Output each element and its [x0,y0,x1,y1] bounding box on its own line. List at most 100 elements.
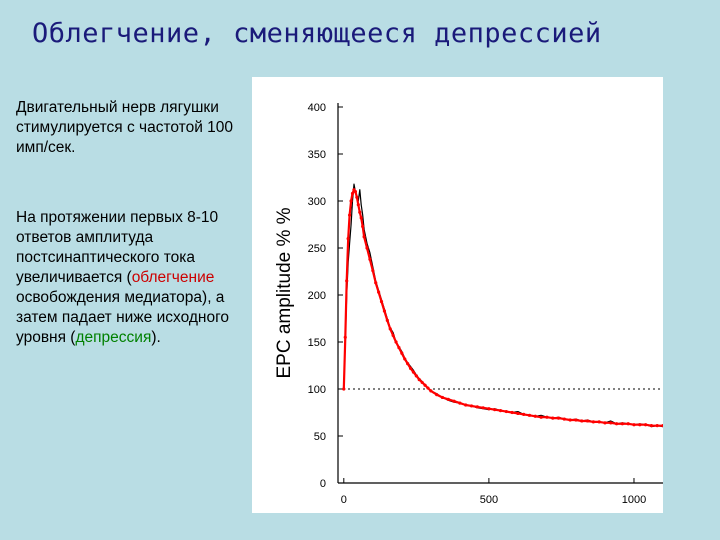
series-point [574,418,578,422]
series-point [423,383,427,387]
series-point [632,423,636,427]
series-point [562,417,566,421]
series-point [345,279,349,283]
series-point [400,351,404,355]
series-point [649,424,653,428]
series-point [580,419,584,423]
description-paragraph-2: На протяжении первых 8-10 ответов амплит… [16,208,252,348]
series-point [620,422,624,426]
series-point [349,199,353,203]
series-point [475,405,479,409]
chart-figure: 0 50 100 150 200 250 300 350 400 0 500 1000 EPC amp… [252,77,663,513]
series-point [556,416,561,420]
series-point [371,268,375,273]
series-point [362,235,366,239]
series-point [626,422,630,426]
series-point [358,210,362,214]
y-tick-label: 250 [308,243,326,255]
series-point [638,423,642,427]
paragraph-text-after: ). [151,329,161,346]
series-point [533,414,537,418]
series-point [420,380,424,385]
y-tick-label: 400 [308,102,326,114]
series-point [356,203,360,207]
x-tick-label: 500 [480,494,498,506]
series-layer [342,183,663,428]
series-point [391,333,395,338]
series-point [408,366,413,370]
series-point [342,387,346,391]
paragraph-text-middle: освобождения медиатора), а затем падает … [16,289,230,346]
series-point [516,411,520,416]
series-point [464,403,468,407]
series-point [609,421,613,425]
series-point [545,415,549,419]
series-point [353,190,358,194]
series-point [397,346,401,350]
x-tick-label: 0 [341,494,347,506]
series-point [348,213,352,217]
y-tick-label: 300 [308,196,326,208]
series-point [343,335,347,339]
y-tick-label: 200 [308,290,326,302]
series-point [522,412,526,416]
y-tick-label: 50 [314,431,326,443]
series-point [417,378,421,382]
series-point [568,418,572,422]
highlight-depression: депрессия [75,329,152,346]
series-point [597,420,601,424]
series-point [388,327,392,331]
series-point [346,237,350,241]
series-point [481,406,485,410]
series-point [411,370,416,374]
series-line-raw [343,183,663,428]
series-point [377,290,381,294]
series-point [406,362,410,366]
series-point [429,389,433,393]
series-point [527,413,532,417]
series-point [591,420,595,424]
y-axis-label: EPC amplitude % % [274,207,295,378]
paragraph-text-before: На протяжении первых 8-10 ответов амплит… [16,209,219,286]
series-point [361,224,365,228]
y-tick-label: 150 [308,337,326,349]
series-point [655,424,659,428]
series-point [458,401,462,405]
y-tick-label: 0 [320,478,326,490]
series-point [394,340,398,344]
series-point [446,397,450,401]
series-point [493,408,497,412]
series-point [350,191,355,196]
series-point [661,424,663,428]
series-point [385,318,389,322]
series-point [426,386,430,390]
series-point [414,374,418,378]
series-point [435,393,439,397]
series-point [382,309,387,313]
series-point [355,195,359,199]
series-point [585,419,590,423]
series-point [440,395,445,400]
x-tick-label: 1000 [622,494,646,506]
series-point [603,421,607,425]
y-tick-label: 350 [308,149,326,161]
series-point [374,281,378,285]
series-point [498,409,503,413]
series-point [539,415,543,419]
series-point [368,257,372,261]
series-point [359,216,363,220]
series-point [469,404,474,408]
series-point [643,423,648,427]
series-point [365,246,369,250]
series-point [452,399,456,403]
highlight-facilitation: облегчение [131,269,215,286]
slide-title: Облегчение, сменяющееся депрессией [32,18,602,49]
series-point [551,416,555,420]
series-point [510,410,514,415]
series-point [614,422,619,426]
y-tick-label: 100 [308,384,326,396]
series-point [487,407,491,411]
series-point [379,299,384,304]
series-point [403,357,407,361]
series-point [504,409,508,414]
